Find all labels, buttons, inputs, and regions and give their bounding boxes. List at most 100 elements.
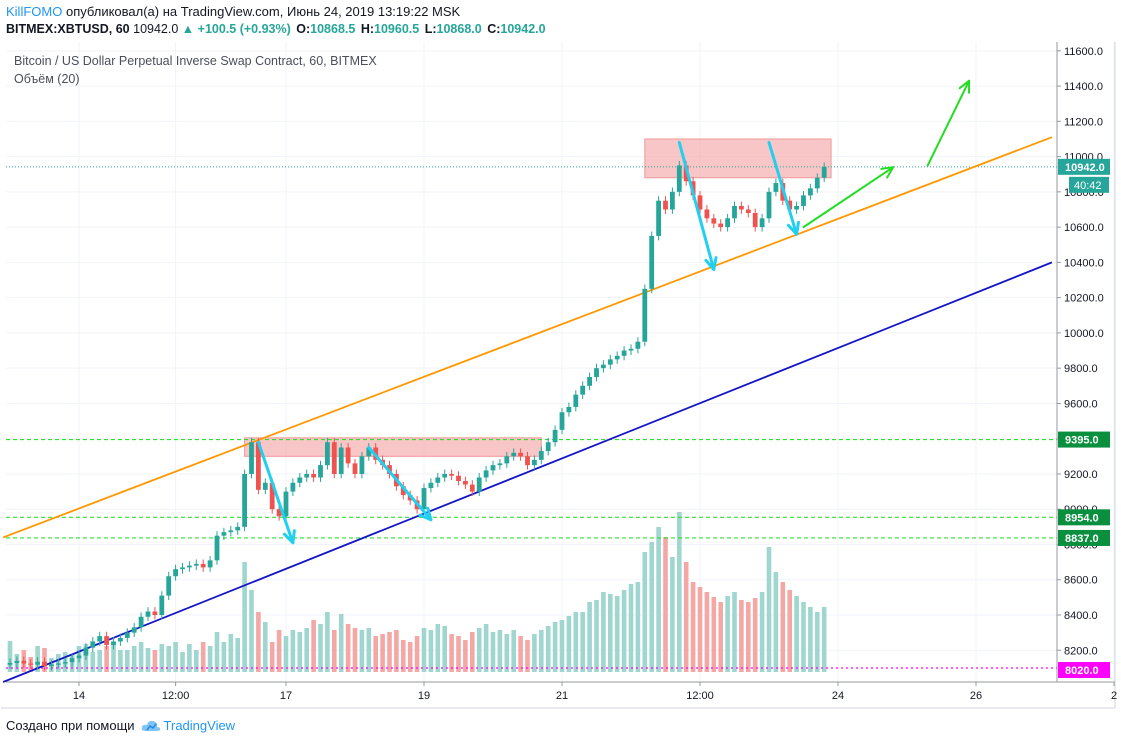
candle-body — [90, 641, 96, 648]
volume-bar — [580, 612, 585, 672]
author-link[interactable]: KillFOMO — [6, 4, 63, 19]
arrow-green-shaft — [802, 166, 895, 229]
volume-bar — [152, 650, 158, 672]
volume-bar — [545, 626, 551, 672]
candle-body — [269, 482, 275, 510]
volume-bar — [118, 650, 123, 672]
candle-body — [173, 569, 178, 577]
tradingview-brand[interactable]: TradingView — [141, 718, 235, 733]
candle-body — [566, 406, 572, 413]
volume-bar — [332, 630, 337, 672]
arrow-green-shaft — [926, 79, 971, 167]
candle-body — [159, 595, 165, 616]
time-tick-label: 2 — [1111, 690, 1117, 702]
low-label: L: — [424, 22, 437, 36]
price-tick-label: 10400.0 — [1064, 257, 1104, 269]
volume-bar — [815, 612, 820, 672]
candle-body — [559, 412, 565, 430]
candle-body — [262, 482, 268, 490]
candle-body — [187, 565, 192, 568]
open-label: O: — [296, 22, 311, 36]
candle-body — [124, 632, 130, 638]
volume-bar — [421, 628, 427, 672]
volume-bars — [7, 512, 827, 672]
volume-bar — [601, 592, 606, 672]
volume-bar — [539, 630, 544, 672]
resistance-zone — [644, 138, 832, 179]
candle-body — [483, 470, 489, 478]
volume-bar — [780, 582, 786, 672]
volume-bar — [345, 624, 351, 672]
volume-bar — [773, 572, 779, 672]
candle-body — [552, 429, 558, 443]
volume-bar — [325, 612, 330, 672]
candle-body — [83, 647, 89, 656]
volume-bar — [242, 562, 247, 672]
candle-body — [242, 473, 247, 527]
volume-bar — [483, 624, 489, 672]
volume-bar — [401, 640, 406, 672]
candle-body — [490, 465, 496, 471]
candle-body — [145, 611, 151, 617]
candle-body — [711, 218, 717, 224]
volume-bar — [732, 592, 737, 672]
price-tick-label: 9600.0 — [1064, 398, 1098, 410]
volume-bar — [463, 640, 468, 672]
volume-bar — [656, 527, 661, 672]
arrow-green-head — [958, 79, 971, 94]
candle-body — [200, 563, 206, 568]
volume-bar — [711, 597, 717, 672]
volume-legend[interactable]: Объём (20) — [14, 72, 80, 86]
price-tick-label: 8200.0 — [1064, 645, 1098, 657]
candle-body — [449, 473, 454, 476]
candle-body — [249, 442, 254, 474]
time-tick-label: 12:00 — [686, 690, 714, 702]
candle-body — [808, 188, 813, 196]
created-with-text: Создано при помощи — [6, 718, 135, 733]
candle-body — [649, 235, 655, 289]
candle-body — [221, 532, 227, 536]
arrow-cyan-head — [418, 506, 433, 522]
volume-bar — [628, 584, 634, 672]
price-tick-label: 8400.0 — [1064, 610, 1098, 622]
volume-bar — [428, 630, 434, 672]
volume-bar — [697, 587, 703, 672]
time-tick-label: 24 — [832, 690, 844, 702]
volume-bar — [621, 590, 627, 672]
countdown-bg — [1069, 176, 1109, 193]
candle-body — [545, 442, 551, 452]
volume-bar — [683, 562, 689, 672]
arrow-cyan-shaft — [256, 440, 295, 545]
low-value: 10868.0 — [436, 22, 482, 36]
candle-body — [256, 442, 261, 490]
cloud-icon — [141, 720, 160, 731]
candle-body — [456, 475, 461, 482]
candle-body — [773, 183, 779, 192]
candle-body — [511, 452, 517, 457]
candle-body — [601, 364, 606, 369]
footer: Создано при помощи TradingView — [6, 718, 235, 733]
volume-bar — [283, 636, 289, 672]
trendline-orange — [2, 136, 1053, 539]
high-value: 10960.5 — [374, 22, 420, 36]
candle-body — [276, 509, 282, 517]
volume-bar — [387, 632, 392, 672]
candle-body — [642, 288, 648, 342]
volume-bar — [207, 646, 213, 672]
candle-body — [49, 664, 54, 667]
candle-body — [235, 526, 241, 531]
volume-bar — [145, 648, 151, 672]
volume-bar — [442, 626, 447, 672]
volume-bar — [497, 630, 503, 672]
series-legend[interactable]: Bitcoin / US Dollar Perpetual Inverse Sw… — [14, 54, 377, 68]
volume-bar — [552, 622, 558, 672]
candle-body — [670, 191, 675, 210]
volume-bar — [752, 598, 758, 672]
candle-body — [55, 663, 61, 665]
level-price-tag: 9395.0 — [1065, 435, 1099, 447]
candle-body — [518, 452, 523, 457]
candle-body — [766, 191, 772, 219]
volume-bar — [276, 630, 282, 672]
current-price-tag: 10942.0 — [1065, 162, 1105, 174]
